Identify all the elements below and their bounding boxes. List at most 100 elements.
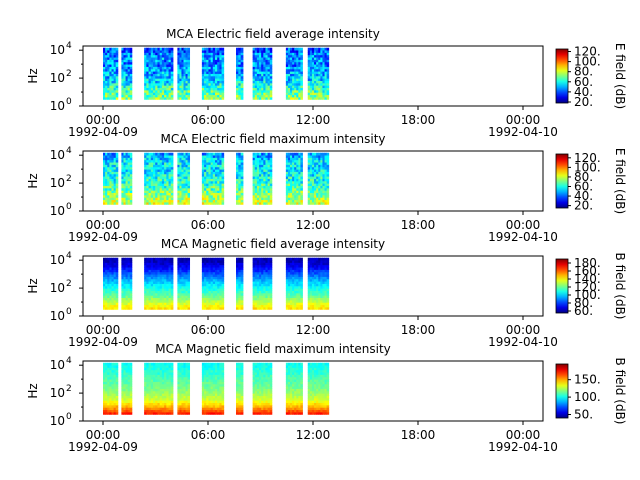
spectrogram-cell xyxy=(285,264,289,268)
x-tick-date-label: 1992-04-09 xyxy=(68,230,138,244)
spectrogram-cell xyxy=(265,202,268,205)
spectrogram-cell xyxy=(298,307,301,310)
spectrogram-cell xyxy=(121,288,124,291)
spectrogram-cell xyxy=(212,47,216,51)
spectrogram-cell xyxy=(259,61,262,65)
spectrogram-cell xyxy=(240,85,244,89)
spectrogram-cell xyxy=(267,75,271,79)
spectrogram-cell xyxy=(210,164,214,168)
spectrogram-cell xyxy=(265,64,268,67)
spectrogram-cell xyxy=(256,166,260,170)
spectrogram-cell xyxy=(187,50,191,53)
spectrogram-cell xyxy=(127,85,131,89)
spectrogram-cell xyxy=(269,171,273,175)
spectrogram-cell xyxy=(236,271,239,275)
spectrogram-cell xyxy=(148,164,152,168)
spectrogram-cell xyxy=(256,304,260,308)
spectrogram-cell xyxy=(206,304,209,308)
spectrogram-cell xyxy=(204,152,207,156)
spectrogram-cell xyxy=(259,202,262,205)
spectrogram-cell xyxy=(294,185,297,189)
spectrogram-cell xyxy=(125,260,129,263)
spectrogram-cell xyxy=(256,89,260,93)
spectrogram-cell xyxy=(296,202,299,205)
spectrogram-cell xyxy=(155,61,158,65)
spectrogram-cell xyxy=(166,178,169,182)
spectrogram-cell xyxy=(219,94,222,98)
spectrogram-cell xyxy=(185,197,188,201)
spectrogram-cell xyxy=(129,50,133,53)
panel-title: MCA Electric field maximum intensity xyxy=(160,132,385,146)
spectrogram-cell xyxy=(127,197,131,201)
spectrogram-cell xyxy=(217,176,220,179)
spectrogram-cell xyxy=(221,281,225,284)
spectrogram-cell xyxy=(148,71,152,74)
spectrogram-cell xyxy=(166,295,169,299)
spectrogram-cell xyxy=(115,52,119,56)
spectrogram-cell xyxy=(322,304,325,308)
spectrogram-cell xyxy=(309,85,313,89)
spectrogram-cell xyxy=(300,47,303,51)
spectrogram-cell xyxy=(155,162,158,165)
spectrogram-cell xyxy=(121,260,124,263)
spectrogram-cell xyxy=(285,66,289,70)
spectrogram-cell xyxy=(113,365,117,368)
spectrogram-cell xyxy=(267,97,271,100)
spectrogram-cell xyxy=(287,162,291,165)
spectrogram-cell xyxy=(210,260,214,263)
spectrogram-cell xyxy=(219,87,222,91)
spectrogram-cell xyxy=(150,162,154,165)
spectrogram-cell xyxy=(157,297,161,301)
spectrogram-cell xyxy=(150,57,154,60)
spectrogram-cell xyxy=(285,68,289,72)
spectrogram-cell xyxy=(166,169,169,172)
spectrogram-cell xyxy=(221,64,225,67)
spectrogram-cell xyxy=(105,183,108,186)
spectrogram-cell xyxy=(146,155,149,158)
spectrogram-cell xyxy=(307,85,311,89)
spectrogram-cell xyxy=(217,260,220,263)
spectrogram-cell xyxy=(103,197,106,201)
spectrogram-cell xyxy=(294,283,297,287)
spectrogram-cell xyxy=(129,197,133,201)
spectrogram-cell xyxy=(187,274,191,277)
spectrogram-cell xyxy=(115,155,119,158)
spectrogram-cell xyxy=(177,92,180,96)
spectrogram-cell xyxy=(157,94,161,98)
spectrogram-cell xyxy=(103,290,106,294)
spectrogram-cell xyxy=(265,166,268,170)
spectrogram-cell xyxy=(259,75,262,79)
spectrogram-cell xyxy=(292,78,295,81)
spectrogram-cell xyxy=(121,285,124,289)
spectrogram-cell xyxy=(320,299,323,303)
spectrogram-cell xyxy=(127,185,131,189)
spectrogram-cell xyxy=(259,176,262,179)
spectrogram-cell xyxy=(204,295,207,299)
spectrogram-cell xyxy=(170,85,174,89)
spectrogram-cell xyxy=(105,199,108,203)
spectrogram-cell xyxy=(238,162,242,165)
spectrogram-cell xyxy=(161,264,165,268)
spectrogram-cell xyxy=(127,307,131,310)
spectrogram-cell xyxy=(240,50,244,53)
spectrogram-cell xyxy=(111,264,115,268)
spectrogram-cell xyxy=(240,271,244,275)
spectrogram-cell xyxy=(311,180,315,184)
spectrogram-cell xyxy=(155,199,158,203)
spectrogram-cell xyxy=(125,262,129,266)
spectrogram-cell xyxy=(168,85,172,89)
spectrogram-cell xyxy=(105,176,108,179)
spectrogram-cell xyxy=(252,302,256,306)
spectrogram-cell xyxy=(123,267,126,270)
spectrogram-cell xyxy=(261,97,264,100)
spectrogram-cell xyxy=(285,47,289,51)
spectrogram-cell xyxy=(254,264,258,268)
spectrogram-cell xyxy=(298,197,301,201)
spectrogram-cell xyxy=(185,281,188,284)
x-tick-label: 00:00 xyxy=(506,113,541,127)
spectrogram-cell xyxy=(221,202,225,205)
spectrogram-cell xyxy=(265,271,268,275)
spectrogram-cell xyxy=(292,50,295,53)
spectrogram-cell xyxy=(208,66,212,70)
spectrogram-cell xyxy=(111,295,115,299)
